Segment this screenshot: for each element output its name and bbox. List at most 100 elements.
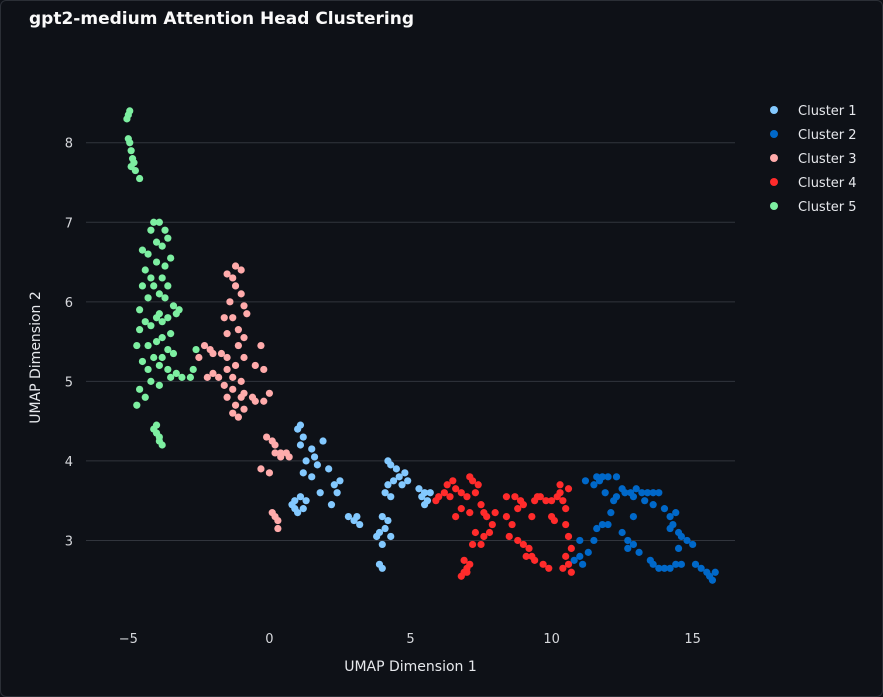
data-point[interactable] xyxy=(155,290,163,298)
data-point[interactable] xyxy=(435,493,443,501)
data-point[interactable] xyxy=(152,314,161,322)
data-point[interactable] xyxy=(398,481,406,489)
data-point[interactable] xyxy=(155,361,163,370)
data-point[interactable] xyxy=(203,373,211,381)
data-point[interactable] xyxy=(299,469,307,477)
data-point[interactable] xyxy=(291,497,299,505)
data-point[interactable] xyxy=(542,497,550,505)
data-point[interactable] xyxy=(689,540,697,549)
data-point[interactable] xyxy=(477,540,485,549)
data-point[interactable] xyxy=(299,433,307,441)
data-point[interactable] xyxy=(237,266,245,274)
data-point[interactable] xyxy=(150,282,158,290)
data-point[interactable] xyxy=(378,540,386,549)
data-point[interactable] xyxy=(223,330,231,338)
data-point[interactable] xyxy=(629,493,638,501)
data-point[interactable] xyxy=(584,548,592,556)
data-point[interactable] xyxy=(133,401,141,409)
data-point[interactable] xyxy=(229,314,237,322)
data-point[interactable] xyxy=(310,453,319,461)
data-point[interactable] xyxy=(271,449,279,457)
data-point[interactable] xyxy=(415,485,423,493)
data-point[interactable] xyxy=(299,505,307,513)
data-point[interactable] xyxy=(655,489,663,497)
data-point[interactable] xyxy=(457,572,465,580)
data-point[interactable] xyxy=(240,405,248,413)
data-point[interactable] xyxy=(136,174,144,183)
data-point[interactable] xyxy=(514,536,522,545)
data-point[interactable] xyxy=(296,493,305,501)
data-point[interactable] xyxy=(502,512,511,521)
data-point[interactable] xyxy=(240,334,248,342)
data-point[interactable] xyxy=(649,489,657,497)
data-point[interactable] xyxy=(655,564,663,572)
data-point[interactable] xyxy=(477,501,485,509)
data-point[interactable] xyxy=(449,477,457,485)
data-point[interactable] xyxy=(468,540,477,549)
data-point[interactable] xyxy=(274,516,282,525)
data-point[interactable] xyxy=(418,493,426,501)
data-point[interactable] xyxy=(601,489,609,497)
data-point[interactable] xyxy=(138,357,147,366)
data-point[interactable] xyxy=(336,477,344,485)
data-point[interactable] xyxy=(666,524,674,533)
data-point[interactable] xyxy=(567,568,575,576)
data-point[interactable] xyxy=(158,441,166,449)
data-point[interactable] xyxy=(674,544,683,553)
data-point[interactable] xyxy=(539,560,547,568)
data-point[interactable] xyxy=(466,509,474,517)
data-point[interactable] xyxy=(404,477,412,485)
data-point[interactable] xyxy=(333,489,341,497)
data-point[interactable] xyxy=(593,524,601,533)
data-point[interactable] xyxy=(581,477,590,485)
data-point[interactable] xyxy=(598,520,606,529)
data-point[interactable] xyxy=(660,564,669,572)
data-point[interactable] xyxy=(598,473,606,481)
data-point[interactable] xyxy=(638,489,646,497)
data-point[interactable] xyxy=(514,505,522,513)
data-point[interactable] xyxy=(186,373,195,381)
data-point[interactable] xyxy=(296,441,305,449)
data-point[interactable] xyxy=(147,274,155,282)
data-point[interactable] xyxy=(251,397,259,405)
data-point[interactable] xyxy=(262,433,271,441)
data-point[interactable] xyxy=(152,258,161,266)
data-point[interactable] xyxy=(192,345,200,354)
data-point[interactable] xyxy=(141,393,149,401)
data-point[interactable] xyxy=(522,552,530,560)
data-point[interactable] xyxy=(136,385,144,393)
data-point[interactable] xyxy=(231,262,240,270)
data-point[interactable] xyxy=(220,314,228,322)
data-point[interactable] xyxy=(285,453,293,461)
data-point[interactable] xyxy=(158,242,166,250)
data-point[interactable] xyxy=(240,302,248,310)
data-point[interactable] xyxy=(169,349,178,358)
data-point[interactable] xyxy=(178,373,186,381)
data-point[interactable] xyxy=(220,381,228,389)
data-point[interactable] xyxy=(480,532,488,541)
data-point[interactable] xyxy=(562,520,570,529)
data-point[interactable] xyxy=(144,341,152,350)
data-point[interactable] xyxy=(463,493,471,501)
data-point[interactable] xyxy=(237,377,245,385)
data-point[interactable] xyxy=(677,560,685,568)
data-point[interactable] xyxy=(564,532,573,541)
data-point[interactable] xyxy=(378,512,386,521)
data-point[interactable] xyxy=(440,489,448,497)
data-point[interactable] xyxy=(502,493,511,501)
data-point[interactable] xyxy=(457,489,465,497)
data-point[interactable] xyxy=(356,520,364,529)
data-point[interactable] xyxy=(167,373,175,381)
data-point[interactable] xyxy=(167,254,175,262)
data-point[interactable] xyxy=(632,485,640,493)
data-point[interactable] xyxy=(136,306,144,314)
data-point[interactable] xyxy=(525,544,533,553)
data-point[interactable] xyxy=(607,509,615,517)
data-point[interactable] xyxy=(229,409,237,417)
data-point[interactable] xyxy=(528,512,536,521)
data-point[interactable] xyxy=(231,282,240,290)
data-point[interactable] xyxy=(649,501,657,509)
data-point[interactable] xyxy=(164,314,172,322)
legend[interactable]: Cluster 1 Cluster 2 Cluster 3 Cluster 4 Clus… xyxy=(770,104,857,215)
